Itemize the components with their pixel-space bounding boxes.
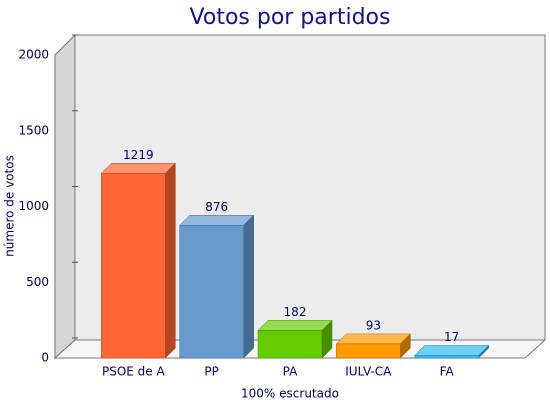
bar-top — [179, 215, 255, 226]
x-tick-label: PSOE de A — [102, 365, 166, 379]
value-label: 1219 — [123, 148, 154, 162]
x-tick-label: PA — [283, 365, 298, 379]
x-axis-label: 100% escrutado — [241, 387, 339, 400]
bar — [336, 343, 401, 359]
y-tick-label: 1000 — [18, 199, 49, 213]
x-tick-label: PP — [204, 365, 218, 379]
y-tick-label: 1500 — [18, 123, 49, 137]
bar-top — [335, 333, 411, 345]
value-label: 93 — [366, 318, 381, 332]
value-label: 17 — [444, 330, 459, 344]
bar-side — [243, 214, 254, 359]
x-tick-label: FA — [440, 365, 455, 379]
bar-side — [165, 162, 176, 359]
x-tick-label: IULV-CA — [345, 365, 392, 379]
bar-top — [257, 320, 333, 331]
bar — [414, 355, 479, 359]
value-label: 876 — [205, 200, 228, 214]
chart-title: Votos por partidos — [190, 5, 391, 30]
value-label: 182 — [284, 305, 307, 319]
y-tick-label: 500 — [26, 275, 49, 289]
bar-top — [414, 345, 490, 356]
y-axis-label: número de votos — [3, 155, 17, 257]
y-tick-label: 0 — [41, 351, 49, 365]
y-tick-label: 2000 — [18, 48, 49, 62]
side-wall — [54, 33, 76, 360]
bar-top — [100, 163, 176, 174]
bar — [179, 225, 244, 359]
bar — [101, 173, 166, 359]
bar — [257, 330, 323, 359]
